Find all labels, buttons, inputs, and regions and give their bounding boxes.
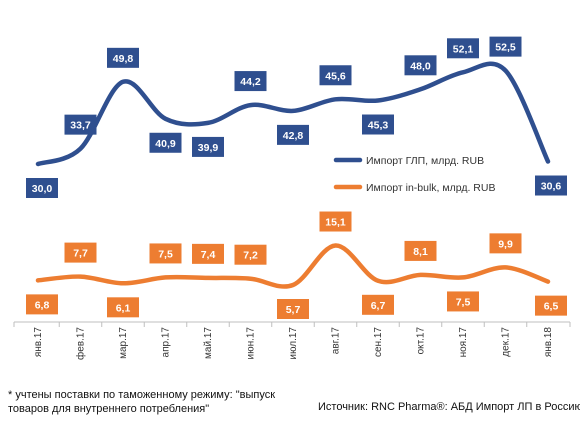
data-label-box xyxy=(149,132,182,153)
data-label-box xyxy=(149,243,182,264)
data-label: 40,9 xyxy=(155,138,176,150)
data-label: 5,7 xyxy=(286,304,301,316)
data-label-box xyxy=(489,233,522,254)
data-label-box xyxy=(107,47,139,68)
legend: Импорт ГЛП, млрд. RUB Импорт in-bulk, млр… xyxy=(333,155,495,194)
data-label-box xyxy=(404,55,437,76)
data-label-box xyxy=(277,124,309,145)
data-label-box xyxy=(362,294,394,315)
data-label: 7,2 xyxy=(243,250,258,262)
footnote: * учтены поставки по таможенному режиму:… xyxy=(8,389,276,415)
data-label: 52,1 xyxy=(453,43,474,55)
data-label: 6,7 xyxy=(371,300,386,312)
data-label-box xyxy=(107,297,139,318)
data-label-box xyxy=(234,244,267,265)
data-label-box xyxy=(535,295,567,316)
data-label-box xyxy=(404,240,437,261)
data-label-box xyxy=(192,243,224,264)
data-label: 9,9 xyxy=(498,238,513,250)
x-axis-ticks: янв.17 фев.17 мар.17 апр.17 май.17 июн.17 июл.… xyxy=(13,322,571,360)
data-label: 33,7 xyxy=(70,120,91,132)
data-label: 48,0 xyxy=(410,60,431,72)
data-label: 49,8 xyxy=(113,53,134,65)
x-tick-label: фев.17 xyxy=(75,327,87,360)
data-label: 15,1 xyxy=(325,217,346,229)
data-label-box xyxy=(26,294,58,315)
data-label: 45,6 xyxy=(325,70,346,82)
data-label: 45,3 xyxy=(368,120,389,132)
data-label: 7,4 xyxy=(201,249,216,261)
x-tick-label: авг.17 xyxy=(331,327,342,355)
data-label-box xyxy=(447,38,479,59)
x-tick-label: дек.17 xyxy=(501,327,512,357)
data-label-box xyxy=(319,65,352,86)
data-label-box xyxy=(192,136,224,157)
data-label: 7,5 xyxy=(158,248,173,260)
data-label-box xyxy=(64,242,97,263)
data-label-box xyxy=(447,291,479,312)
data-label: 42,8 xyxy=(283,130,304,142)
data-label-box xyxy=(489,36,522,57)
series-line xyxy=(35,61,551,167)
legend-label: Импорт ГЛП, млрд. RUB xyxy=(366,155,484,167)
x-tick-label: апр.17 xyxy=(161,327,172,358)
x-tick-label: мар.17 xyxy=(118,327,129,359)
x-tick-label: июн.17 xyxy=(246,327,257,360)
series-lines xyxy=(35,61,551,289)
x-tick-label: янв.17 xyxy=(33,327,44,358)
x-tick-label: сен.17 xyxy=(373,327,384,357)
data-label: 30,6 xyxy=(541,181,562,193)
data-label: 7,5 xyxy=(456,296,471,308)
data-label: 52,5 xyxy=(495,42,516,54)
data-label-box xyxy=(26,178,58,198)
source-note: Источник: RNC Pharma®: АБД Импорт ЛП в Р… xyxy=(318,401,580,413)
data-label-box xyxy=(319,211,352,232)
data-label: 44,2 xyxy=(240,76,261,88)
data-label-box xyxy=(234,71,267,92)
series-line xyxy=(35,243,551,289)
x-tick-label: янв.18 xyxy=(543,327,554,358)
data-label: 6,8 xyxy=(35,299,50,311)
data-label: 7,7 xyxy=(73,248,88,260)
x-tick-label: май.17 xyxy=(203,327,214,359)
data-label: 8,1 xyxy=(413,246,428,258)
data-label-box xyxy=(362,114,394,135)
data-label: 6,5 xyxy=(544,301,559,313)
legend-label: Импорт in-bulk, млрд. RUB xyxy=(366,182,495,194)
data-label-box xyxy=(535,175,567,196)
data-label: 6,1 xyxy=(116,302,131,314)
x-tick-label: июл.17 xyxy=(288,327,299,360)
data-label-box xyxy=(64,114,97,135)
data-label-box xyxy=(277,299,309,319)
x-tick-label: окт.17 xyxy=(416,327,427,355)
x-tick-label: ноя.17 xyxy=(458,327,469,358)
data-label: 30,0 xyxy=(32,183,53,195)
data-labels: 30,0 33,7 49,8 40,9 39,9 44,2 42,8 45,6 45,3 48,0… xyxy=(26,36,567,319)
data-label: 39,9 xyxy=(198,142,219,154)
